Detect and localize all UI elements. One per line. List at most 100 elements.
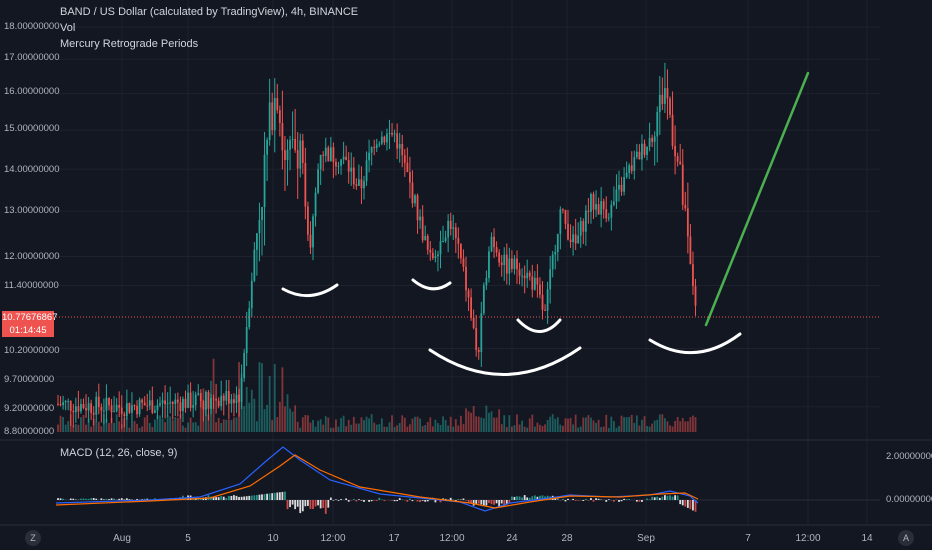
x-tick-label: 12:00	[320, 533, 346, 544]
candle-body	[156, 405, 159, 411]
candle-body	[164, 400, 166, 405]
volume-bar	[582, 417, 585, 432]
volume-bar	[523, 426, 526, 432]
volume-bar	[610, 416, 613, 432]
volume-bar	[95, 421, 98, 432]
chart-title: BAND / US Dollar (calculated by TradingV…	[60, 6, 359, 18]
macd-histogram-bar	[77, 499, 80, 500]
candle-body	[388, 132, 391, 134]
volume-bar	[233, 417, 235, 432]
candle-body	[322, 154, 325, 156]
volume-bar	[526, 427, 529, 432]
candle-body	[363, 181, 365, 189]
volume-bar	[263, 409, 266, 432]
macd-histogram-bar	[92, 498, 95, 500]
volume-bar	[217, 417, 220, 432]
volume-bar	[350, 424, 353, 432]
macd-histogram-bar	[363, 500, 365, 502]
candle-body	[131, 405, 133, 413]
candle-body	[74, 406, 77, 413]
macd-histogram-bar	[95, 498, 98, 500]
candle-body	[498, 252, 501, 263]
volume-bar	[485, 405, 488, 432]
candle-body	[457, 238, 460, 244]
candle-body	[217, 400, 220, 407]
volume-bar	[694, 417, 697, 432]
candle-body	[480, 313, 483, 352]
volume-bar	[518, 424, 521, 432]
candle-body	[521, 275, 523, 277]
x-tick-label: 12:00	[439, 533, 465, 544]
candle-body	[276, 98, 279, 111]
volume-bar	[64, 424, 67, 432]
macd-histogram-bar	[360, 500, 363, 501]
candle-body	[263, 154, 266, 208]
volume-bar	[600, 427, 603, 432]
annotation-arc	[428, 346, 582, 376]
candle-body	[337, 165, 340, 167]
candle-body	[569, 239, 572, 243]
candle-body	[284, 150, 286, 160]
auto-scale-button[interactable]: A	[898, 530, 914, 546]
macd-histogram-bar	[661, 496, 664, 500]
annotation-trend-line	[704, 71, 810, 327]
candle-body	[355, 184, 358, 186]
macd-histogram-bar	[607, 499, 610, 500]
volume-bar	[273, 364, 276, 432]
candle-body	[424, 235, 427, 241]
macd-histogram-bar	[503, 500, 506, 507]
volume-bar	[365, 416, 368, 432]
volume-bar	[638, 425, 641, 432]
zoom-button[interactable]: Z	[25, 530, 41, 546]
volume-bar	[118, 421, 121, 432]
volume-bar	[108, 422, 110, 432]
indicator-vol-label[interactable]: Vol	[60, 22, 76, 34]
macd-label[interactable]: MACD (12, 26, close, 9)	[60, 447, 178, 459]
volume-bar	[393, 427, 396, 432]
candle-body	[567, 223, 569, 240]
volume-bar	[373, 422, 376, 432]
volume-bar	[664, 418, 666, 432]
macd-histogram-bar	[584, 498, 587, 500]
volume-bar	[470, 412, 472, 432]
volume-bar	[503, 415, 506, 432]
macd-histogram-bar	[222, 496, 225, 500]
macd-histogram-bar	[108, 499, 110, 500]
volume-bar	[197, 425, 200, 432]
volume-bar	[401, 415, 404, 432]
candle-body	[342, 156, 345, 160]
volume-bar	[67, 421, 70, 432]
macd-histogram-bar	[171, 498, 174, 500]
candle-body	[414, 195, 416, 204]
volume-bar	[426, 421, 429, 432]
indicator-mercury-label[interactable]: Mercury Retrograde Periods	[60, 38, 199, 50]
macd-histogram-bar	[146, 498, 149, 500]
macd-histogram-bar	[243, 496, 246, 500]
volume-bar	[253, 398, 256, 432]
volume-bar	[220, 423, 223, 432]
candle-body	[82, 404, 85, 409]
candle-body	[87, 403, 90, 411]
volume-bar	[227, 419, 230, 432]
volume-bar	[131, 425, 133, 432]
candle-body	[115, 404, 118, 412]
macd-histogram-bar	[240, 496, 243, 500]
volume-bar	[176, 417, 179, 432]
volume-bar	[192, 422, 195, 432]
volume-bar	[488, 412, 490, 432]
candle-body	[475, 327, 478, 350]
candle-body	[118, 404, 121, 408]
volume-bar	[327, 417, 330, 432]
volume-bar	[396, 425, 399, 432]
volume-bar	[266, 404, 268, 432]
volume-bar	[215, 422, 217, 432]
candle-body	[120, 407, 123, 415]
candle-body	[261, 207, 263, 221]
macd-histogram-bar	[462, 498, 465, 500]
macd-histogram-bar	[329, 497, 332, 500]
volume-bar	[383, 426, 386, 432]
candle-body	[108, 397, 110, 406]
macd-histogram-bar	[467, 500, 470, 503]
volume-bar	[62, 417, 64, 432]
